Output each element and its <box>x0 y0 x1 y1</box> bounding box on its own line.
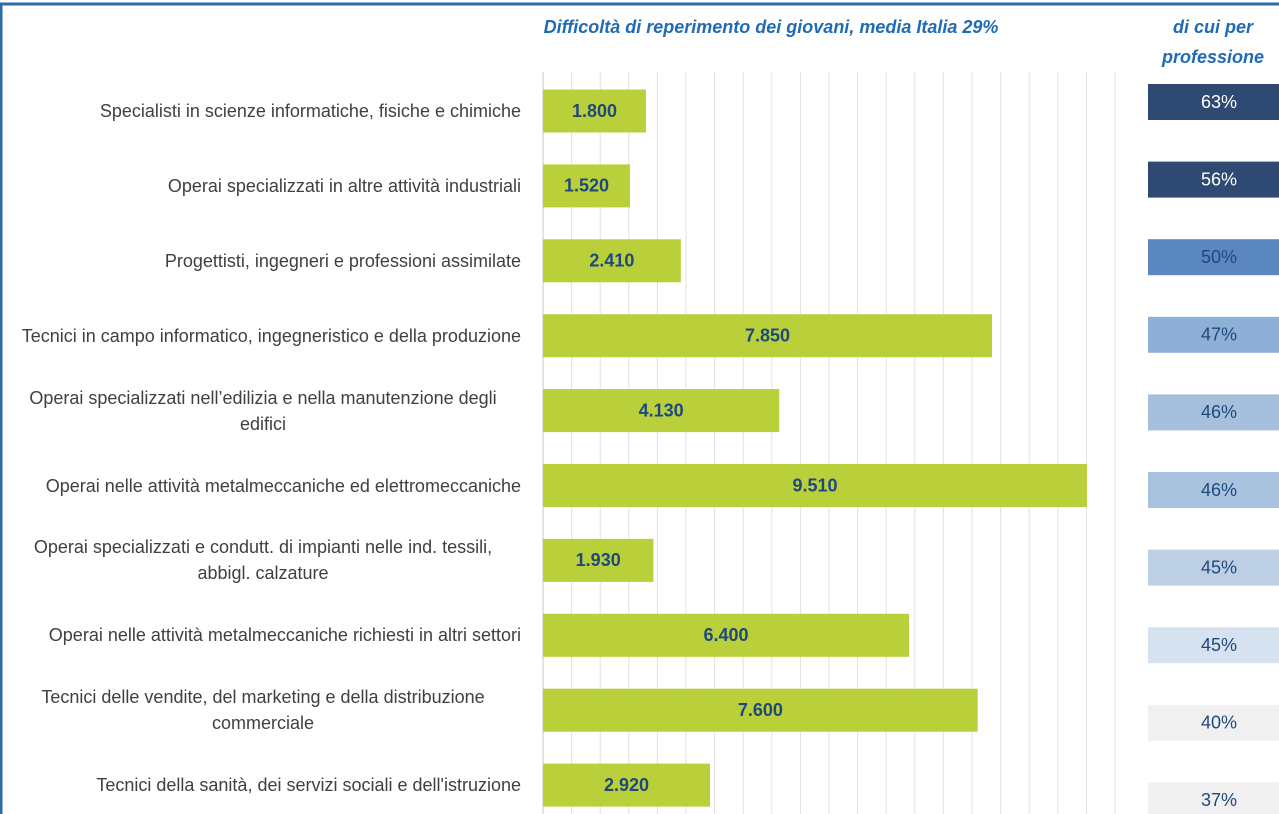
column-title: di cui per <box>1173 17 1254 37</box>
difficulty-label: 37% <box>1201 790 1237 810</box>
value-label: 4.130 <box>639 400 684 420</box>
category-text: Operai specializzati in altre attività i… <box>167 175 521 196</box>
difficulty-box <box>1148 782 1279 814</box>
category-label: Operai specializzati nell’edilizia e nel… <box>5 385 521 437</box>
value-label: 1.930 <box>576 550 621 570</box>
subtitle: Difficoltà di reperimento dei giovani, m… <box>544 17 999 37</box>
difficulty-label: 56% <box>1201 169 1237 189</box>
difficulty-box <box>1148 704 1279 741</box>
value-label: 9.510 <box>792 475 837 495</box>
category-label: Operai nelle attività metalmeccaniche ed… <box>5 473 521 499</box>
category-text: Operai nelle attività metalmeccaniche ed… <box>45 475 521 496</box>
value-label: 1.520 <box>564 176 609 196</box>
difficulty-label: 63% <box>1201 92 1237 112</box>
difficulty-label: 46% <box>1201 480 1237 500</box>
difficulty-label: 46% <box>1201 402 1237 422</box>
difficulty-label: 47% <box>1201 325 1237 345</box>
category-label: Tecnici delle vendite, del marketing e d… <box>5 684 521 736</box>
difficulty-label: 45% <box>1201 635 1237 655</box>
category-text: Tecnici delle vendite, del marketing e d… <box>41 687 485 734</box>
category-text: Tecnici in campo informatico, ingegneris… <box>21 325 521 346</box>
difficulty-box <box>1148 161 1279 198</box>
column-title: professione <box>1161 47 1264 67</box>
category-label: Operai nelle attività metalmeccaniche ri… <box>5 622 521 648</box>
difficulty-box <box>1148 627 1279 664</box>
value-label: 6.400 <box>704 625 749 645</box>
bar <box>543 688 978 732</box>
value-label: 7.850 <box>745 325 790 345</box>
value-label: 7.600 <box>738 700 783 720</box>
difficulty-box <box>1148 549 1279 586</box>
difficulty-box <box>1148 239 1279 276</box>
category-label: Tecnici della sanità, dei servizi social… <box>5 772 521 798</box>
difficulty-box <box>1148 472 1279 508</box>
difficulty-box <box>1148 394 1279 431</box>
category-text: Progettisti, ingegneri e professioni ass… <box>164 250 521 271</box>
bar <box>543 389 780 433</box>
bar <box>543 464 1087 507</box>
category-text: Operai specializzati e condutt. di impia… <box>33 537 493 584</box>
difficulty-label: 45% <box>1201 557 1237 577</box>
value-label: 2.410 <box>589 251 634 271</box>
category-text: Tecnici della sanità, dei servizi social… <box>96 775 521 796</box>
category-label: Operai specializzati in altre attività i… <box>5 173 521 199</box>
bar <box>543 613 910 657</box>
category-label: Specialisti in scienze informatiche, fis… <box>5 98 521 124</box>
difficulty-label: 40% <box>1201 713 1237 733</box>
category-text: Specialisti in scienze informatiche, fis… <box>99 101 521 121</box>
bar <box>543 89 646 133</box>
category-label: Operai specializzati e condutt. di impia… <box>5 534 521 586</box>
difficulty-label: 50% <box>1201 247 1237 267</box>
category-label: Tecnici in campo informatico, ingegneris… <box>5 323 521 349</box>
bar <box>543 239 681 283</box>
difficulty-box <box>1148 84 1279 120</box>
category-text: Operai specializzati nell’edilizia e nel… <box>29 387 497 434</box>
bar <box>543 763 711 807</box>
difficulty-box <box>1148 316 1279 353</box>
value-label: 2.920 <box>604 775 649 795</box>
category-label: Progettisti, ingegneri e professioni ass… <box>5 248 521 274</box>
category-text: Operai nelle attività metalmeccaniche ri… <box>48 625 521 646</box>
bar <box>543 314 993 358</box>
bar <box>543 538 654 582</box>
value-label: 1.800 <box>572 101 617 121</box>
bar <box>543 164 630 208</box>
